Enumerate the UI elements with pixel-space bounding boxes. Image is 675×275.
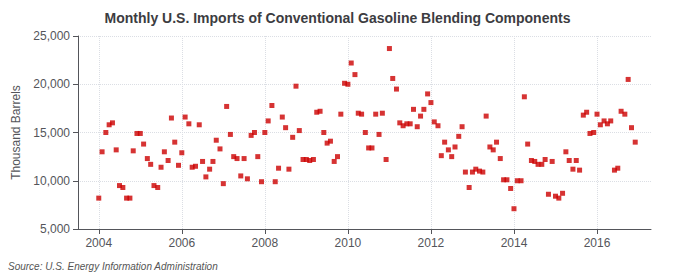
svg-text:2014: 2014 (501, 236, 528, 250)
svg-text:10,000: 10,000 (33, 174, 70, 188)
svg-text:5,000: 5,000 (40, 222, 70, 236)
svg-text:2010: 2010 (335, 236, 362, 250)
svg-text:25,000: 25,000 (33, 29, 70, 43)
svg-text:15,000: 15,000 (33, 126, 70, 140)
svg-text:2012: 2012 (418, 236, 445, 250)
svg-text:Monthly U.S. Imports of Conven: Monthly U.S. Imports of Conventional Gas… (105, 10, 571, 26)
svg-text:Thousand Barrels: Thousand Barrels (9, 85, 23, 180)
svg-text:2006: 2006 (168, 236, 195, 250)
svg-text:20,000: 20,000 (33, 77, 70, 91)
svg-text:2004: 2004 (85, 236, 112, 250)
svg-text:2008: 2008 (251, 236, 278, 250)
svg-text:2016: 2016 (584, 236, 611, 250)
svg-text:Source: U.S. Energy Informatio: Source: U.S. Energy Information Administ… (8, 261, 218, 272)
